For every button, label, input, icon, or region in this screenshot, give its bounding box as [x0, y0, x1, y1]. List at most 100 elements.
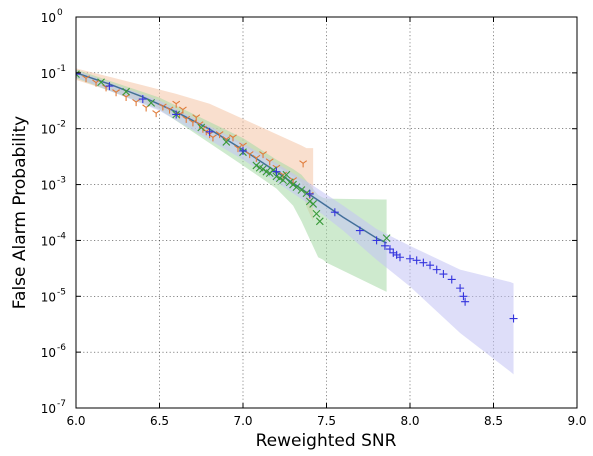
y-axis-label: False Alarm Probability — [10, 116, 30, 309]
data-point-x — [289, 180, 297, 189]
y-tick-label-base: 10 — [41, 234, 56, 248]
y-tick-label-exponent: -2 — [57, 120, 66, 130]
data-point-plus — [412, 256, 421, 265]
data-point-x — [382, 234, 391, 243]
data-point-tri — [82, 75, 90, 83]
data-point-tri — [158, 103, 167, 111]
confidence-band — [76, 69, 387, 292]
x-tick-label: 6.5 — [150, 414, 169, 428]
x-tick-label: 7.5 — [317, 414, 336, 428]
data-point-plus — [426, 261, 435, 270]
y-tick-label: 10 0 — [41, 8, 63, 25]
y-tick-label-exponent: -6 — [57, 343, 66, 353]
x-tick-label: 7.0 — [233, 414, 252, 428]
data-point-tri — [265, 158, 274, 166]
x-tick-label: 8.0 — [400, 414, 419, 428]
data-point-plus — [432, 265, 441, 274]
data-point-plus — [459, 292, 468, 301]
data-point-x — [252, 161, 261, 170]
y-tick-label: 10 -2 — [41, 120, 66, 137]
data-point-plus — [389, 248, 398, 257]
data-point-plus — [272, 167, 281, 176]
x-tick-label: 9.0 — [567, 414, 586, 428]
data-point-x — [312, 209, 321, 218]
data-point-x — [222, 138, 231, 146]
data-point-plus — [138, 95, 147, 104]
data-point-plus — [372, 236, 381, 245]
data-point-plus — [205, 127, 214, 136]
data-point-plus — [447, 275, 456, 284]
y-tick-label: 10 -3 — [41, 176, 66, 193]
y-tick-label-base: 10 — [41, 402, 56, 416]
y-tick-label: 10 -5 — [41, 287, 66, 304]
x-tick-label: 8.5 — [484, 414, 503, 428]
data-point-plus — [419, 258, 428, 267]
y-tick-label: 10 -7 — [41, 399, 66, 416]
data-point-tri — [182, 115, 191, 123]
y-tick-label-exponent: -3 — [57, 176, 66, 186]
data-point-tri — [172, 100, 181, 108]
x-axis-label: Reweighted SNR — [256, 431, 397, 451]
data-point-x — [297, 186, 306, 194]
data-point-x — [147, 98, 156, 107]
data-point-plus — [509, 314, 518, 323]
data-point-plus — [380, 241, 389, 250]
data-point-x — [309, 200, 318, 208]
data-point-tri — [132, 99, 141, 107]
data-point-tri — [165, 106, 174, 114]
y-tick-label-exponent: 0 — [57, 8, 63, 18]
data-point-tri — [112, 89, 121, 97]
y-tick-label-exponent: -4 — [57, 231, 66, 241]
data-point-plus — [461, 297, 470, 306]
data-point-x — [269, 166, 277, 175]
y-tick-label-exponent: -1 — [57, 64, 66, 74]
data-point-tri — [245, 151, 254, 159]
data-point-plus — [406, 254, 414, 263]
data-point-plus — [395, 253, 404, 262]
data-point-plus — [76, 70, 80, 79]
y-tick-label-base: 10 — [41, 179, 56, 193]
data-point-plus — [105, 82, 114, 91]
data-point-tri — [259, 151, 267, 159]
data-point-x — [285, 178, 294, 187]
data-point-x — [305, 197, 314, 206]
data-point-x — [97, 78, 105, 87]
data-point-x — [302, 189, 311, 198]
data-point-plus — [456, 284, 465, 293]
x-tick-label: 6.0 — [66, 414, 85, 428]
y-tick-label-base: 10 — [41, 346, 56, 360]
data-point-x — [76, 70, 80, 78]
data-point-plus — [439, 270, 448, 279]
data-point-tri — [152, 110, 161, 118]
data-point-plus — [305, 189, 314, 198]
data-point-x — [282, 170, 291, 179]
y-tick-label-base: 10 — [41, 67, 56, 81]
y-tick-label: 10 -6 — [41, 343, 67, 360]
data-point-plus — [385, 245, 394, 254]
y-tick-label-exponent: -7 — [57, 399, 66, 409]
data-point-plus — [355, 226, 364, 235]
data-point-plus — [172, 110, 181, 119]
data-point-tri — [299, 160, 308, 168]
y-tick-label: 10 -1 — [41, 64, 66, 81]
data-point-tri — [252, 154, 261, 162]
data-markers — [76, 70, 518, 323]
y-tick-label: 10 -4 — [41, 231, 67, 248]
y-tick-label-base: 10 — [41, 290, 56, 304]
data-point-tri — [192, 114, 201, 122]
data-point-x — [292, 183, 301, 192]
data-point-x — [197, 123, 206, 132]
data-point-tri — [234, 145, 242, 153]
data-point-x — [122, 87, 130, 96]
y-tick-label-base: 10 — [41, 11, 56, 25]
data-point-x — [279, 176, 287, 185]
data-point-tri — [229, 134, 237, 142]
y-tick-label-exponent: -5 — [57, 287, 66, 297]
data-point-x — [315, 217, 324, 226]
data-point-tri — [215, 131, 224, 139]
y-tick-label-base: 10 — [41, 123, 56, 137]
data-point-plus — [330, 208, 339, 217]
